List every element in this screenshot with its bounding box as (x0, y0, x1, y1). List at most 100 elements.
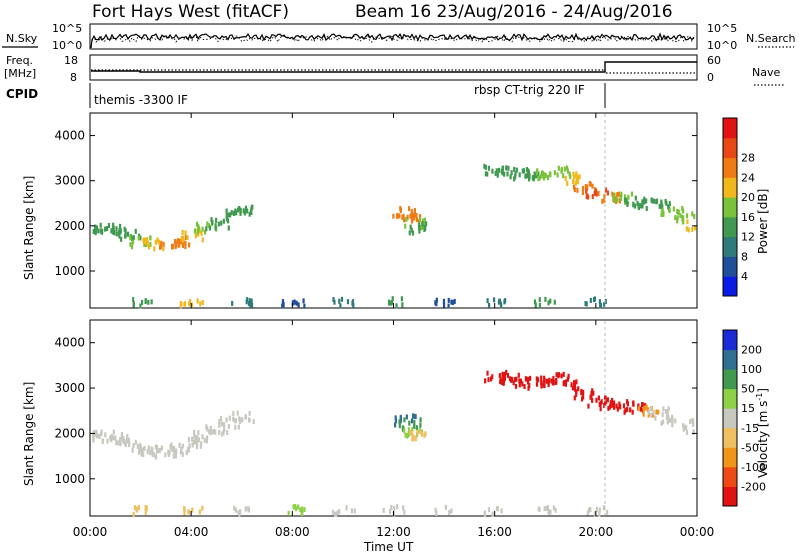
power-echo-mark (668, 208, 671, 214)
power-echo-mark (400, 296, 403, 302)
power-echo-mark (220, 220, 223, 226)
power-echo-mark (149, 242, 152, 248)
power-echo-mark (548, 171, 552, 177)
velocity-echo-mark (416, 430, 419, 436)
power-echo-mark (603, 197, 606, 203)
nsearch-tick-top: 10^5 (707, 22, 737, 35)
power-echo-mark (643, 196, 646, 202)
x-tick-label: 00:00 (73, 525, 108, 539)
power-echo-mark (661, 207, 664, 213)
velocity-echo-mark (420, 431, 424, 437)
velocity-echo-mark (618, 401, 621, 407)
power-echo-mark (346, 299, 350, 305)
velocity-echo-mark (92, 430, 95, 436)
power-echo-mark (410, 218, 414, 224)
velocity-echo-mark (573, 395, 576, 401)
velocity-echo-mark (244, 414, 247, 420)
velocity-echo-mark (655, 409, 658, 415)
velocity-echo-mark (153, 452, 156, 458)
velocity-echo-mark (483, 510, 486, 516)
power-echo-mark (486, 298, 489, 304)
power-echo-mark (243, 210, 246, 216)
power-echo-mark (677, 209, 680, 215)
velocity-echo-mark (150, 446, 153, 452)
velocity-echo-mark (133, 505, 137, 511)
velocity-echo-mark (228, 415, 231, 421)
power-echo-mark (501, 165, 504, 171)
power-echo-mark (691, 226, 694, 232)
power-echo-mark (423, 224, 426, 230)
velocity-echo-mark (502, 374, 505, 380)
power-echo-mark (594, 188, 598, 194)
power-echo-mark (171, 243, 174, 249)
power-echo-mark (302, 298, 305, 304)
power-echo-mark (650, 197, 653, 203)
power-echo-mark (143, 242, 146, 248)
velocity-echo-mark (137, 449, 141, 455)
power-echo-mark (499, 301, 503, 307)
power-echo-mark (505, 165, 508, 171)
velocity-echo-mark (602, 505, 606, 511)
power-echo-mark (188, 242, 191, 248)
power-echo-mark (424, 221, 428, 227)
velocity-echo-mark (195, 442, 199, 448)
power-echo-mark (351, 299, 355, 305)
velocity-echo-mark (191, 436, 194, 442)
velocity-colorbar-tick: 100 (741, 363, 762, 376)
velocity-echo-mark (136, 443, 139, 449)
power-echo-mark (197, 224, 200, 230)
power-echo-mark (634, 195, 637, 201)
velocity-echo-mark (654, 415, 657, 421)
velocity-echo-mark (499, 379, 502, 385)
power-echo-mark (200, 230, 203, 236)
velocity-echo-mark (110, 433, 113, 439)
power-echo-mark (616, 197, 619, 203)
velocity-echo-mark (521, 381, 524, 387)
power-echo-mark (235, 210, 238, 216)
power-echo-mark (157, 239, 160, 245)
velocity-echo-mark (486, 370, 489, 376)
velocity-echo-mark (513, 377, 516, 383)
velocity-echo-mark (506, 373, 510, 379)
power-echo-mark (303, 303, 306, 309)
velocity-echo-mark (181, 451, 184, 457)
velocity-echo-mark (227, 423, 231, 429)
velocity-echo-mark (405, 414, 408, 420)
power-echo-mark (409, 224, 412, 230)
nave-trace (91, 69, 697, 74)
power-echo-mark (117, 230, 121, 236)
power-echo-mark (112, 226, 115, 232)
velocity-echo-mark (415, 425, 418, 431)
velocity-echo-mark (218, 429, 221, 435)
velocity-echo-mark (234, 418, 237, 424)
velocity-echo-mark (660, 420, 663, 426)
power-y-tick-label: 4000 (54, 129, 85, 143)
velocity-echo-mark (435, 510, 438, 516)
velocity-echo-mark (120, 432, 124, 438)
velocity-echo-mark (649, 406, 653, 412)
power-echo-mark (510, 170, 513, 176)
velocity-echo-mark (604, 395, 607, 401)
power-echo-mark (598, 299, 601, 305)
power-echo-mark (513, 166, 516, 172)
velocity-colorbar-tick: 200 (741, 344, 762, 357)
velocity-echo-mark (519, 378, 523, 384)
power-echo-mark (205, 226, 208, 232)
power-echo-mark (613, 198, 616, 204)
power-echo-mark (250, 210, 253, 216)
power-echo-mark (524, 173, 527, 179)
freq-trace (91, 61, 697, 73)
power-echo-mark (533, 299, 537, 305)
power-y-tick-label: 2000 (54, 219, 85, 233)
power-echo-mark (633, 203, 637, 209)
velocity-echo-mark (514, 383, 518, 389)
velocity-echo-mark (222, 429, 225, 435)
velocity-echo-mark (525, 376, 528, 382)
power-echo-mark (486, 171, 489, 177)
velocity-echo-mark (551, 380, 554, 386)
power-echo-mark (544, 296, 547, 302)
power-echo-mark (658, 203, 661, 209)
velocity-echo-mark (191, 507, 194, 513)
power-echo-mark (515, 167, 518, 173)
